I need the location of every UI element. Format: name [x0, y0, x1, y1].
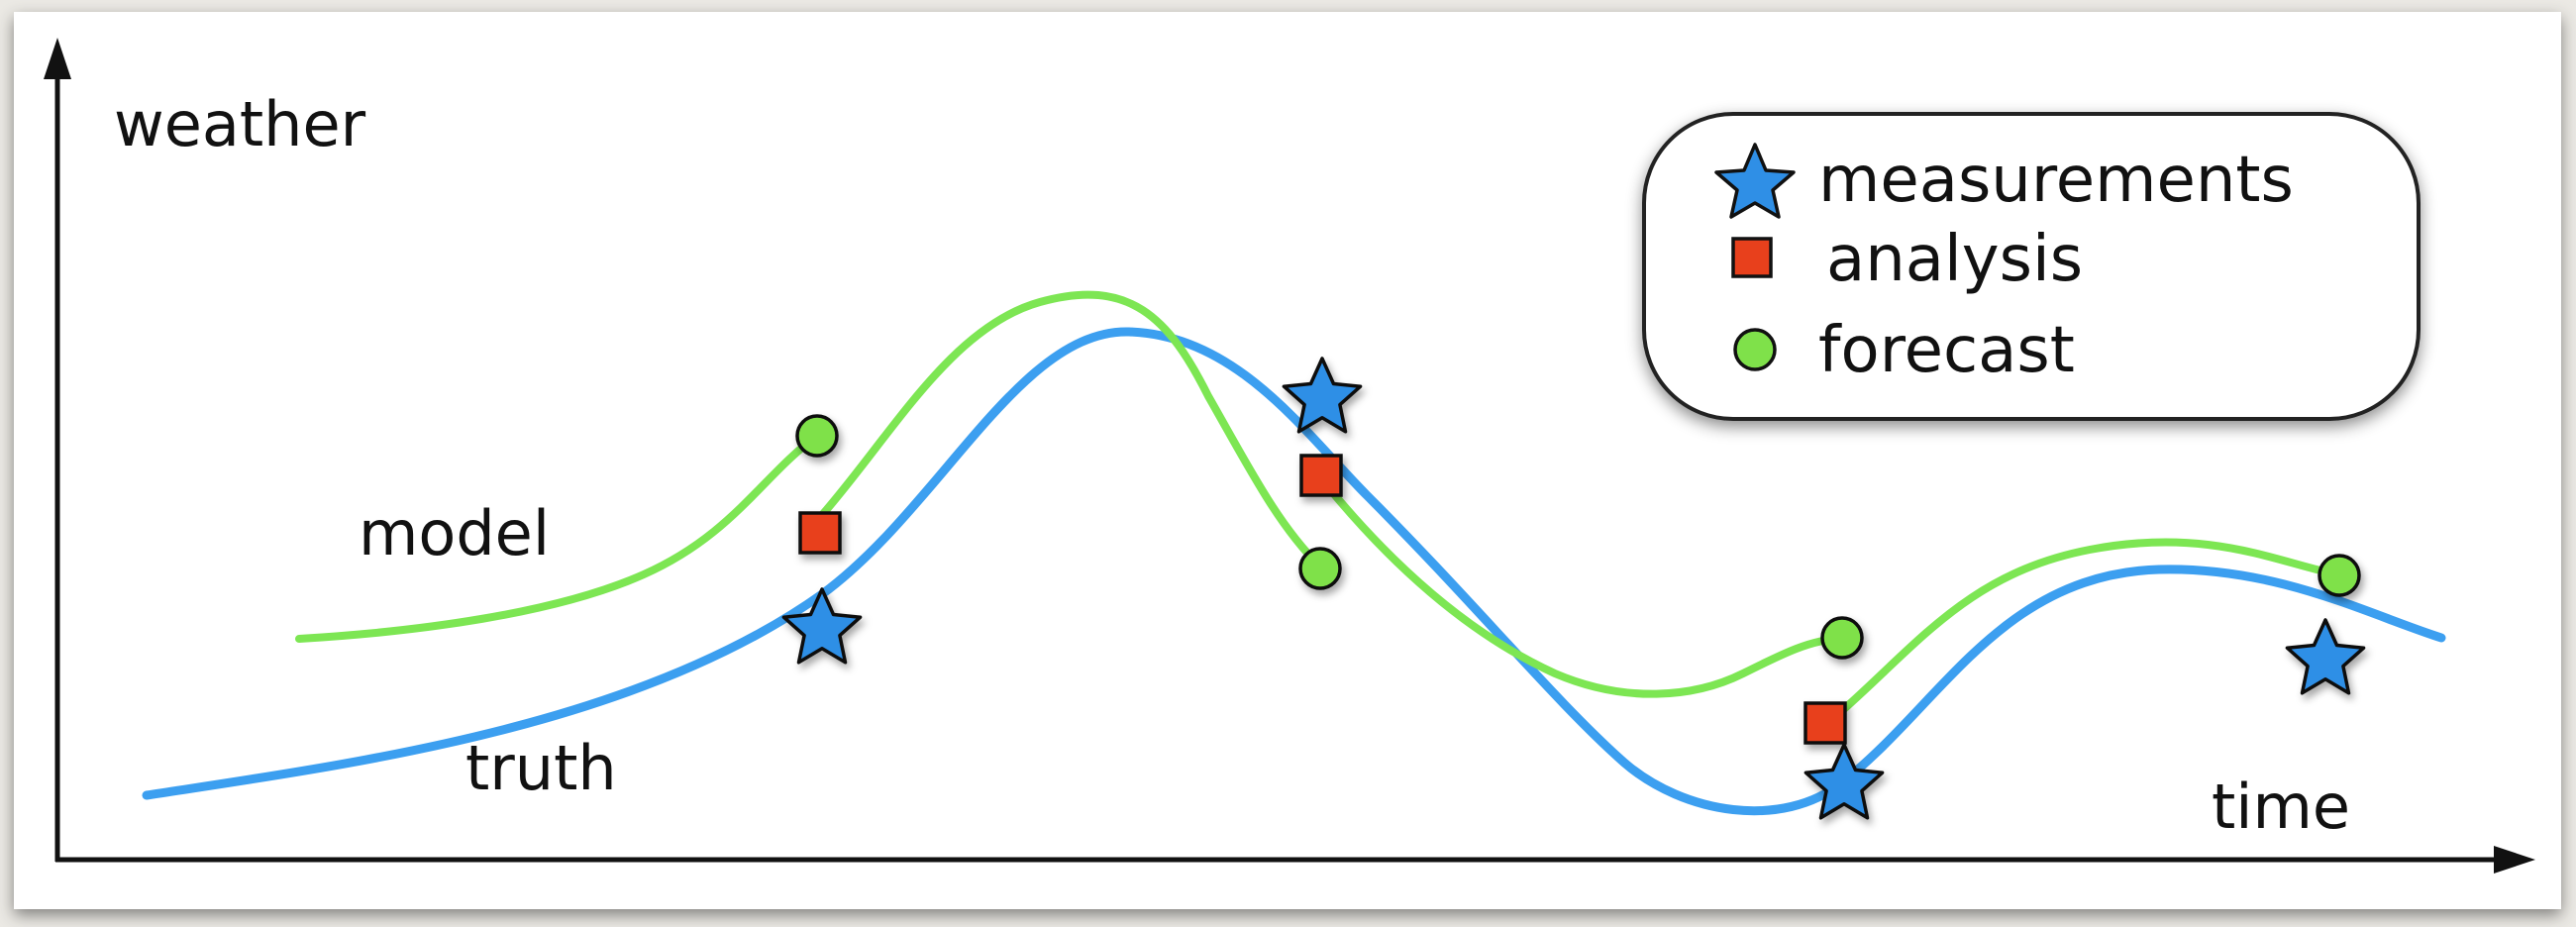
y-axis-arrow-icon: [44, 38, 71, 79]
analysis-marker: [798, 511, 842, 555]
legend-label-measurements: measurements: [1818, 144, 2294, 217]
legend-label-forecast: forecast: [1818, 314, 2075, 387]
measurement-marker: [2285, 618, 2366, 695]
x-axis-label: time: [2212, 771, 2350, 843]
measurement-marker: [1282, 357, 1363, 434]
truth-curve-label: truth: [465, 732, 617, 804]
model-segment-2: [818, 290, 1324, 570]
truth-curve: [142, 327, 2446, 816]
legend-label-analysis: analysis: [1826, 223, 2083, 296]
measurement-markers: [781, 357, 2366, 820]
legend: measurements analysis forecast: [1642, 112, 2421, 421]
analysis-marker: [1299, 454, 1343, 497]
star-icon: [1714, 143, 1796, 219]
legend-box: [1642, 112, 2421, 421]
square-icon: [1731, 237, 1773, 278]
circle-icon: [1733, 328, 1777, 371]
model-segment-3: [1316, 473, 1846, 698]
x-axis-arrow-icon: [2494, 846, 2535, 874]
y-axis-label: weather: [114, 88, 366, 160]
forecast-marker: [795, 414, 839, 458]
measurement-marker: [781, 587, 863, 665]
forecast-marker: [2318, 554, 2361, 597]
model-segment-1: [295, 432, 821, 643]
model-curve-label: model: [359, 497, 550, 569]
axes: [44, 38, 2535, 874]
model-curve: [295, 290, 2341, 732]
measurement-marker: [1803, 743, 1885, 820]
analysis-marker: [1803, 701, 1847, 745]
forecast-marker: [1298, 547, 1342, 590]
model-segment-4: [1818, 538, 2341, 732]
forecast-marker: [1820, 616, 1864, 660]
analysis-markers: [798, 454, 1847, 745]
forecast-markers: [795, 414, 2361, 660]
